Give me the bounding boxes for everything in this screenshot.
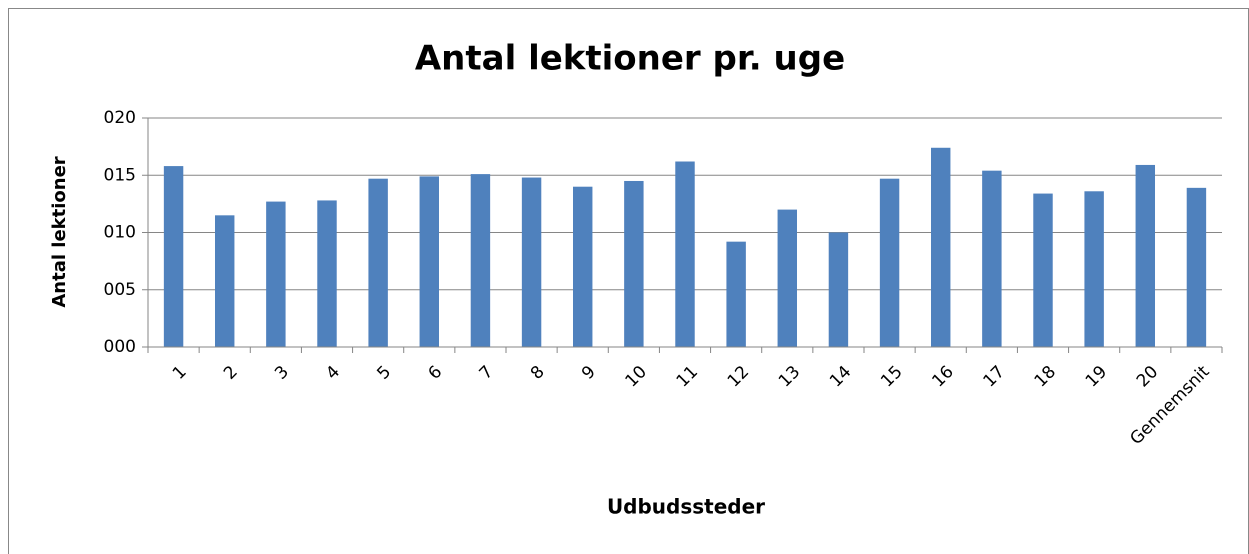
y-tick-label: 000 bbox=[104, 337, 136, 357]
y-tick-label: 005 bbox=[104, 280, 136, 300]
bar bbox=[982, 170, 1002, 347]
bar bbox=[1033, 193, 1053, 347]
bar bbox=[266, 201, 286, 347]
bar bbox=[572, 186, 593, 347]
y-tick-label: 020 bbox=[104, 108, 136, 128]
bar bbox=[317, 200, 337, 347]
bar bbox=[726, 241, 746, 347]
bar bbox=[470, 174, 491, 347]
chart-title: Antal lektioner pr. uge bbox=[415, 39, 845, 79]
bar bbox=[1186, 187, 1207, 347]
bar bbox=[368, 178, 388, 347]
y-tick-label: 010 bbox=[104, 223, 136, 243]
bar bbox=[879, 178, 900, 347]
bar bbox=[1135, 164, 1156, 347]
bar bbox=[828, 232, 849, 347]
y-tick-label: 015 bbox=[104, 165, 136, 185]
bar bbox=[675, 161, 695, 347]
bar bbox=[163, 166, 184, 347]
bar bbox=[777, 209, 798, 347]
y-axis-title: Antal lektioner bbox=[49, 156, 70, 307]
bar bbox=[1084, 191, 1104, 347]
bar bbox=[419, 176, 440, 347]
x-axis-title: Udbudssteder bbox=[607, 495, 765, 519]
bar bbox=[624, 180, 644, 347]
bar bbox=[214, 215, 235, 347]
bar bbox=[930, 147, 951, 347]
bar bbox=[521, 177, 542, 347]
